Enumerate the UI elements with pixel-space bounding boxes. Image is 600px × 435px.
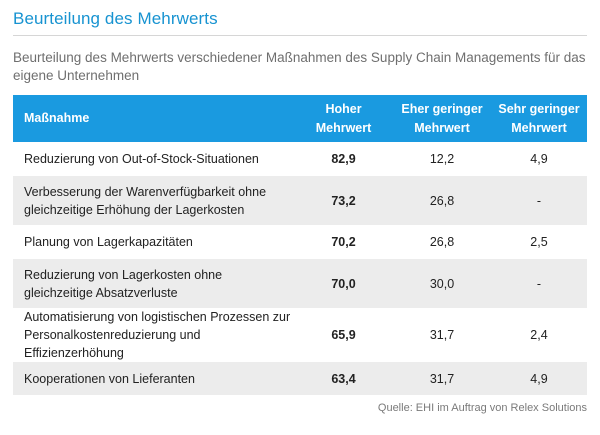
cell-eher-geringer-mehrwert: 26,8 xyxy=(393,225,491,259)
header-eher-geringer-line2: Mehrwert xyxy=(414,120,470,135)
row-label: Planung von Lagerkapazitäten xyxy=(13,225,294,259)
row-label: Automatisierung von logistischen Prozess… xyxy=(13,308,294,362)
table-row: Automatisierung von logistischen Prozess… xyxy=(13,308,587,362)
cell-sehr-geringer-mehrwert: 4,9 xyxy=(491,362,587,395)
row-label-line1: Reduzierung von Out-of-Stock-Situationen xyxy=(24,152,259,166)
row-label: Kooperationen von Lieferanten xyxy=(13,362,294,395)
cell-eher-geringer-mehrwert: 31,7 xyxy=(393,362,491,395)
cell-hoher-mehrwert: 82,9 xyxy=(294,142,393,176)
header-eher-geringer-line1: Eher geringer xyxy=(401,101,483,116)
cell-eher-geringer-mehrwert: 26,8 xyxy=(393,176,491,225)
row-label: Verbesserung der Warenverfügbarkeit ohne… xyxy=(13,176,294,225)
header-hoher-mehrwert: Hoher Mehrwert xyxy=(294,95,393,142)
page-title: Beurteilung des Mehrwerts xyxy=(13,9,218,28)
source-note: Quelle: EHI im Auftrag von Relex Solutio… xyxy=(377,402,587,414)
cell-hoher-mehrwert: 65,9 xyxy=(294,308,393,362)
cell-eher-geringer-mehrwert: 30,0 xyxy=(393,259,491,308)
cell-sehr-geringer-mehrwert: - xyxy=(491,259,587,308)
cell-hoher-mehrwert: 70,2 xyxy=(294,225,393,259)
mehrwert-table: Maßnahme Hoher Mehrwert Eher geringer Me… xyxy=(13,95,587,395)
header-hoher-mehrwert-line2: Mehrwert xyxy=(315,120,372,135)
table-row: Reduzierung von Lagerkosten ohne gleichze… xyxy=(13,259,587,308)
cell-hoher-mehrwert: 73,2 xyxy=(294,176,393,225)
cell-sehr-geringer-mehrwert: 2,5 xyxy=(491,225,587,259)
cell-sehr-geringer-mehrwert: 2,4 xyxy=(491,308,587,362)
header-sehr-geringer-line2: Mehrwert xyxy=(511,120,567,135)
header-massnahme: Maßnahme xyxy=(13,95,294,142)
row-label-line1: Automatisierung von logistischen Prozess… xyxy=(24,310,291,324)
cell-eher-geringer-mehrwert: 31,7 xyxy=(393,308,491,362)
table-row: Verbesserung der Warenverfügbarkeit ohne… xyxy=(13,176,587,225)
header-hoher-mehrwert-line1: Hoher xyxy=(325,101,362,116)
row-label: Reduzierung von Lagerkosten ohne gleichze… xyxy=(13,259,294,308)
row-label-line1: Verbesserung der Warenverfügbarkeit ohne xyxy=(24,184,267,199)
cell-sehr-geringer-mehrwert: - xyxy=(491,176,587,225)
table-row: Reduzierung von Out-of-Stock-Situationen… xyxy=(13,142,587,176)
title-divider xyxy=(13,35,587,36)
cell-sehr-geringer-mehrwert: 4,9 xyxy=(491,142,587,176)
table-header: Maßnahme Hoher Mehrwert Eher geringer Me… xyxy=(13,95,587,142)
cell-eher-geringer-mehrwert: 12,2 xyxy=(393,142,491,176)
row-label-line1: Kooperationen von Lieferanten xyxy=(24,371,195,386)
table-row: Kooperationen von Lieferanten 63,4 31,7 … xyxy=(13,362,587,395)
row-label-line1: Planung von Lagerkapazitäten xyxy=(24,235,193,249)
header-sehr-geringer-line1: Sehr geringer xyxy=(498,101,580,116)
row-label-line2: gleichzeitige Erhöhung der Lagerkosten xyxy=(24,202,245,217)
row-label-line1: Reduzierung von Lagerkosten ohne xyxy=(24,267,223,282)
subtitle: Beurteilung des Mehrwerts verschiedener … xyxy=(13,50,586,83)
row-label-line2: gleichzeitige Absatzverluste xyxy=(24,285,178,300)
header-sehr-geringer-mehrwert: Sehr geringer Mehrwert xyxy=(491,95,587,142)
cell-hoher-mehrwert: 70,0 xyxy=(294,259,393,308)
row-label: Reduzierung von Out-of-Stock-Situationen xyxy=(13,142,294,176)
table-row: Planung von Lagerkapazitäten 70,2 26,8 2… xyxy=(13,225,587,259)
row-label-line2: Personalkostenreduzierung und Effizienze… xyxy=(24,328,201,360)
header-eher-geringer-mehrwert: Eher geringer Mehrwert xyxy=(393,95,491,142)
cell-hoher-mehrwert: 63,4 xyxy=(294,362,393,395)
